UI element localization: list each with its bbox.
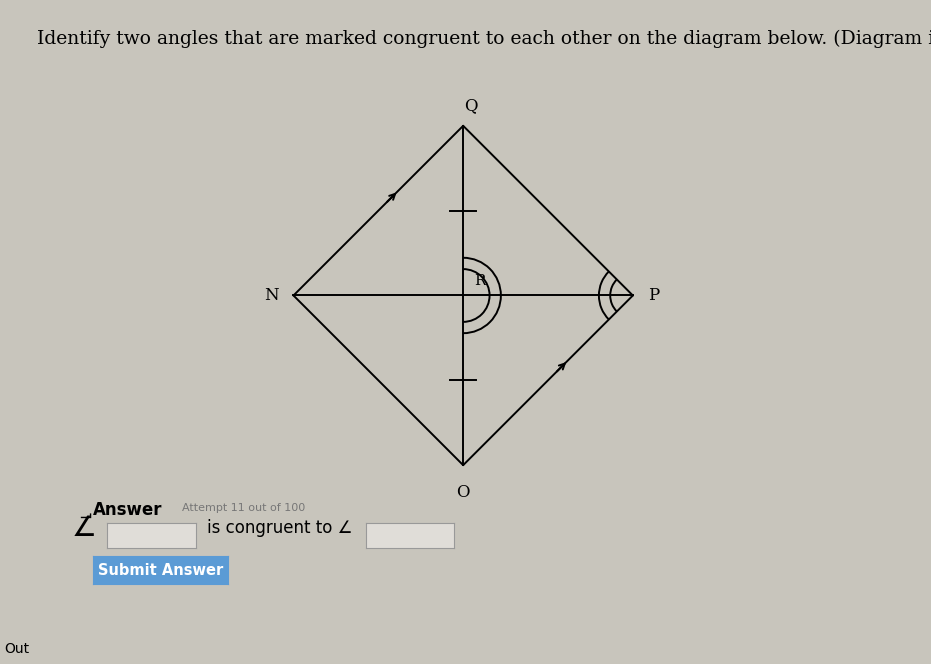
Text: Submit Answer: Submit Answer xyxy=(98,563,223,578)
Text: ⌐: ⌐ xyxy=(76,505,89,524)
Text: O: O xyxy=(456,484,470,501)
Text: is congruent to ∠: is congruent to ∠ xyxy=(207,519,352,537)
Text: Identify two angles that are marked congruent to each other on the diagram below: Identify two angles that are marked cong… xyxy=(37,30,931,48)
Text: P: P xyxy=(648,287,659,304)
Text: R: R xyxy=(475,274,486,288)
Text: Attempt 11 out of 100: Attempt 11 out of 100 xyxy=(182,503,304,513)
Text: Out: Out xyxy=(5,642,30,656)
Text: Answer: Answer xyxy=(93,501,163,519)
Text: ∠: ∠ xyxy=(72,514,96,542)
Text: Q: Q xyxy=(464,98,478,114)
Text: N: N xyxy=(263,287,278,304)
